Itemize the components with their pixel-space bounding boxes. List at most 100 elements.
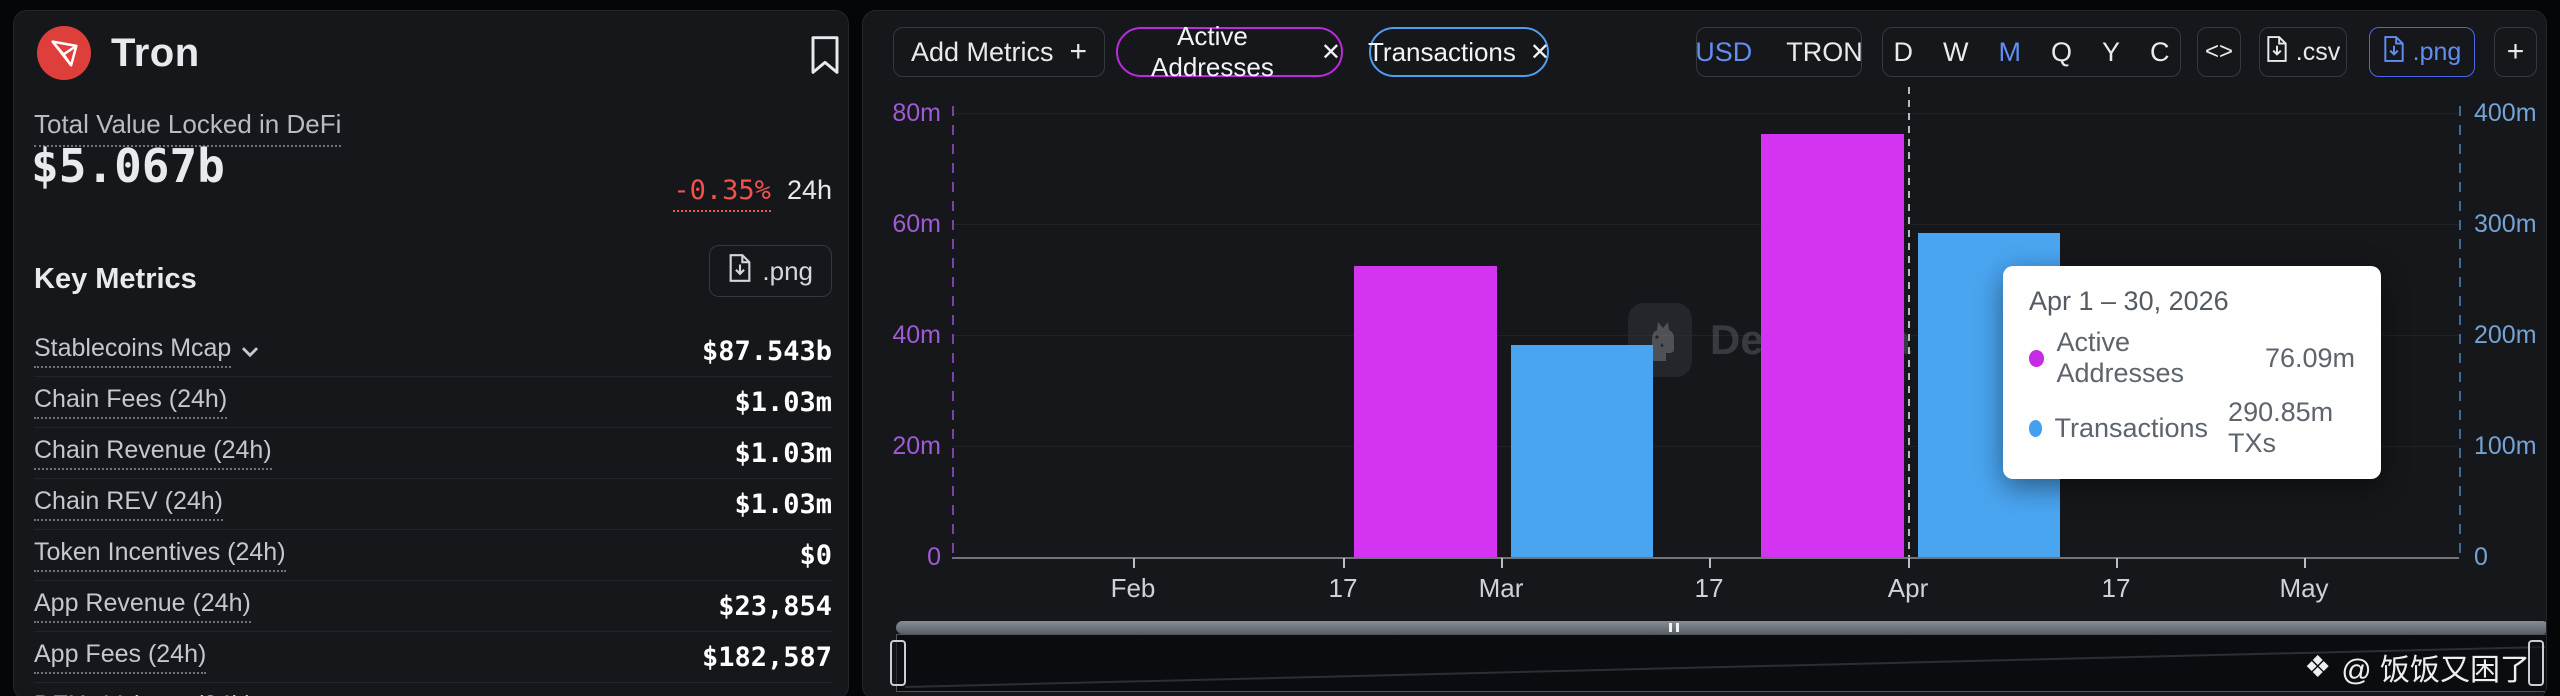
plus-icon: + [2506,35,2525,68]
metric-label[interactable]: Stablecoins Mcap [34,334,232,368]
currency-option-tron[interactable]: TRON [1786,36,1863,67]
metric-label[interactable]: App Revenue (24h) [34,589,251,623]
x-axis-tick-label: 17 [1328,573,1358,603]
datazoom-right-handle[interactable] [2528,640,2544,686]
bookmark-icon[interactable] [808,35,842,75]
gridline [952,224,2459,225]
file-download-icon [2266,35,2288,69]
left-axis-tick-label: 80m [892,99,941,127]
close-icon[interactable]: ✕ [1529,38,1550,66]
crosshair-line [1908,87,1910,557]
metric-row: App Revenue (24h) $23,854 [34,581,832,632]
metric-label[interactable]: Chain REV (24h) [34,487,223,521]
export-png-button[interactable]: .png [2369,27,2475,77]
currency-option-usd[interactable]: USD [1695,36,1753,67]
right-axis-tick-label: 300m [2474,210,2537,238]
metric-value: $23,854 [718,590,832,622]
tvl-change[interactable]: -0.35% [673,175,771,212]
page-title: Tron [111,30,200,75]
metric-pill-label: Active Addresses [1151,21,1274,82]
metric-label-wrap: App Fees (24h) [34,640,207,674]
tooltip-date-range: Apr 1 – 30, 2026 [2029,286,2229,316]
chevron-down-icon[interactable] [241,345,259,358]
metric-value: $1.03m [734,437,832,469]
bar-active-addresses[interactable] [1354,266,1497,557]
llama-icon [1628,303,1692,377]
x-axis-tick [1343,558,1345,568]
x-axis-line [952,557,2459,559]
interval-option-w[interactable]: W [1942,36,1969,67]
metric-label-wrap: App Revenue (24h) [34,589,251,623]
add-chart-button[interactable]: + [2494,27,2537,77]
left-axis-tick-label: 40m [892,321,941,349]
x-axis-tick-label: May [2279,573,2329,603]
x-axis-tick-label: Feb [1110,573,1156,603]
key-metrics-title: Key Metrics [34,263,197,295]
x-axis-tick [1709,558,1711,568]
interval-option-m[interactable]: M [1998,36,2021,67]
gridline [952,335,2459,336]
datazoom-scrollbar[interactable] [896,621,2546,634]
metric-row: Chain Fees (24h) $1.03m [34,377,832,428]
right-axis-tick-label: 100m [2474,432,2537,460]
metric-label[interactable]: Chain Fees (24h) [34,385,228,419]
bar-transactions[interactable] [1511,345,1653,557]
datazoom-left-handle[interactable] [890,640,906,686]
metric-label[interactable]: Token Incentives (24h) [34,538,286,572]
x-axis-tick-label: 17 [2101,573,2131,603]
code-icon: <> [2204,38,2234,65]
left-axis-tick-label: 60m [892,210,941,238]
footer-watermark-text: @ 饭饭又困了 [2341,654,2530,687]
metric-pill-active-addresses[interactable]: Active Addresses ✕ [1116,21,1343,82]
metric-pill-label: Transactions [1368,36,1516,67]
metric-value: $182,587 [701,641,832,673]
gridline [952,446,2459,447]
tooltip-rows: Active Addresses 76.09m Transactions 290.85… [2029,327,2355,459]
metric-label[interactable]: Chain Revenue (24h) [34,436,272,470]
chart-panel: Add Metrics + Active Addresses ✕ Transacti… [862,10,2547,696]
bar-active-addresses[interactable] [1761,134,1904,557]
metric-label[interactable]: App Fees (24h) [34,640,207,674]
interval-option-y[interactable]: Y [2101,36,2120,67]
add-metrics-button[interactable]: Add Metrics + [893,27,1105,77]
currency-toggle: USD TRON [1695,27,1863,77]
tooltip-row: Transactions 290.85m TXs [2029,397,2355,459]
metric-row: Token Incentives (24h) $0 [34,530,832,581]
metric-label-wrap: Stablecoins Mcap [34,334,259,368]
download-png-button[interactable]: .png [709,245,832,297]
tvl-change-period: 24h [786,175,832,205]
x-axis-tick [1501,558,1503,568]
interval-option-c[interactable]: C [2150,36,2170,67]
datazoom-grip-icon[interactable] [1669,623,1679,632]
watermark-diamond-icon: ❖ [2304,650,2332,684]
gridline [952,113,2459,114]
metric-row: Chain REV (24h) $1.03m [34,479,832,530]
metric-label-wrap: Token Incentives (24h) [34,538,286,572]
metric-pill-transactions[interactable]: Transactions ✕ [1368,27,1550,77]
metric-label[interactable]: DEXs Volume (24h) [34,691,254,696]
download-png-label: .png [762,255,813,286]
left-axis-tick-label: 0 [927,543,941,571]
x-axis-tick [2304,558,2306,568]
close-icon[interactable]: ✕ [1320,38,1341,66]
datazoom-preview[interactable] [896,634,2546,692]
download-csv-button[interactable]: .csv [2259,27,2347,77]
add-metrics-label: Add Metrics [910,36,1054,67]
interval-option-d[interactable]: D [1893,36,1913,67]
tvl-change-row: -0.35% 24h [673,175,832,212]
x-axis-tick [1908,558,1910,568]
tooltip-series-name: Transactions [2054,412,2209,443]
series-color-dot [2029,419,2043,437]
metric-label-wrap: Chain Revenue (24h) [34,436,272,470]
file-download-icon [2383,35,2405,69]
metric-label-wrap: Chain Fees (24h) [34,385,228,419]
interval-option-q[interactable]: Q [2050,36,2072,67]
metric-value: $1.03m [734,386,832,418]
metric-row: DEXs Volume (24h) $66.66m [34,683,832,696]
x-axis-tick [2116,558,2118,568]
tvl-label[interactable]: Total Value Locked in DeFi [34,109,342,147]
key-metrics-list: Stablecoins Mcap $87.543b Chain Fees (24h)… [34,326,832,696]
right-y-axis [2459,106,2461,557]
embed-code-button[interactable]: <> [2197,27,2241,77]
file-download-icon [728,253,752,289]
